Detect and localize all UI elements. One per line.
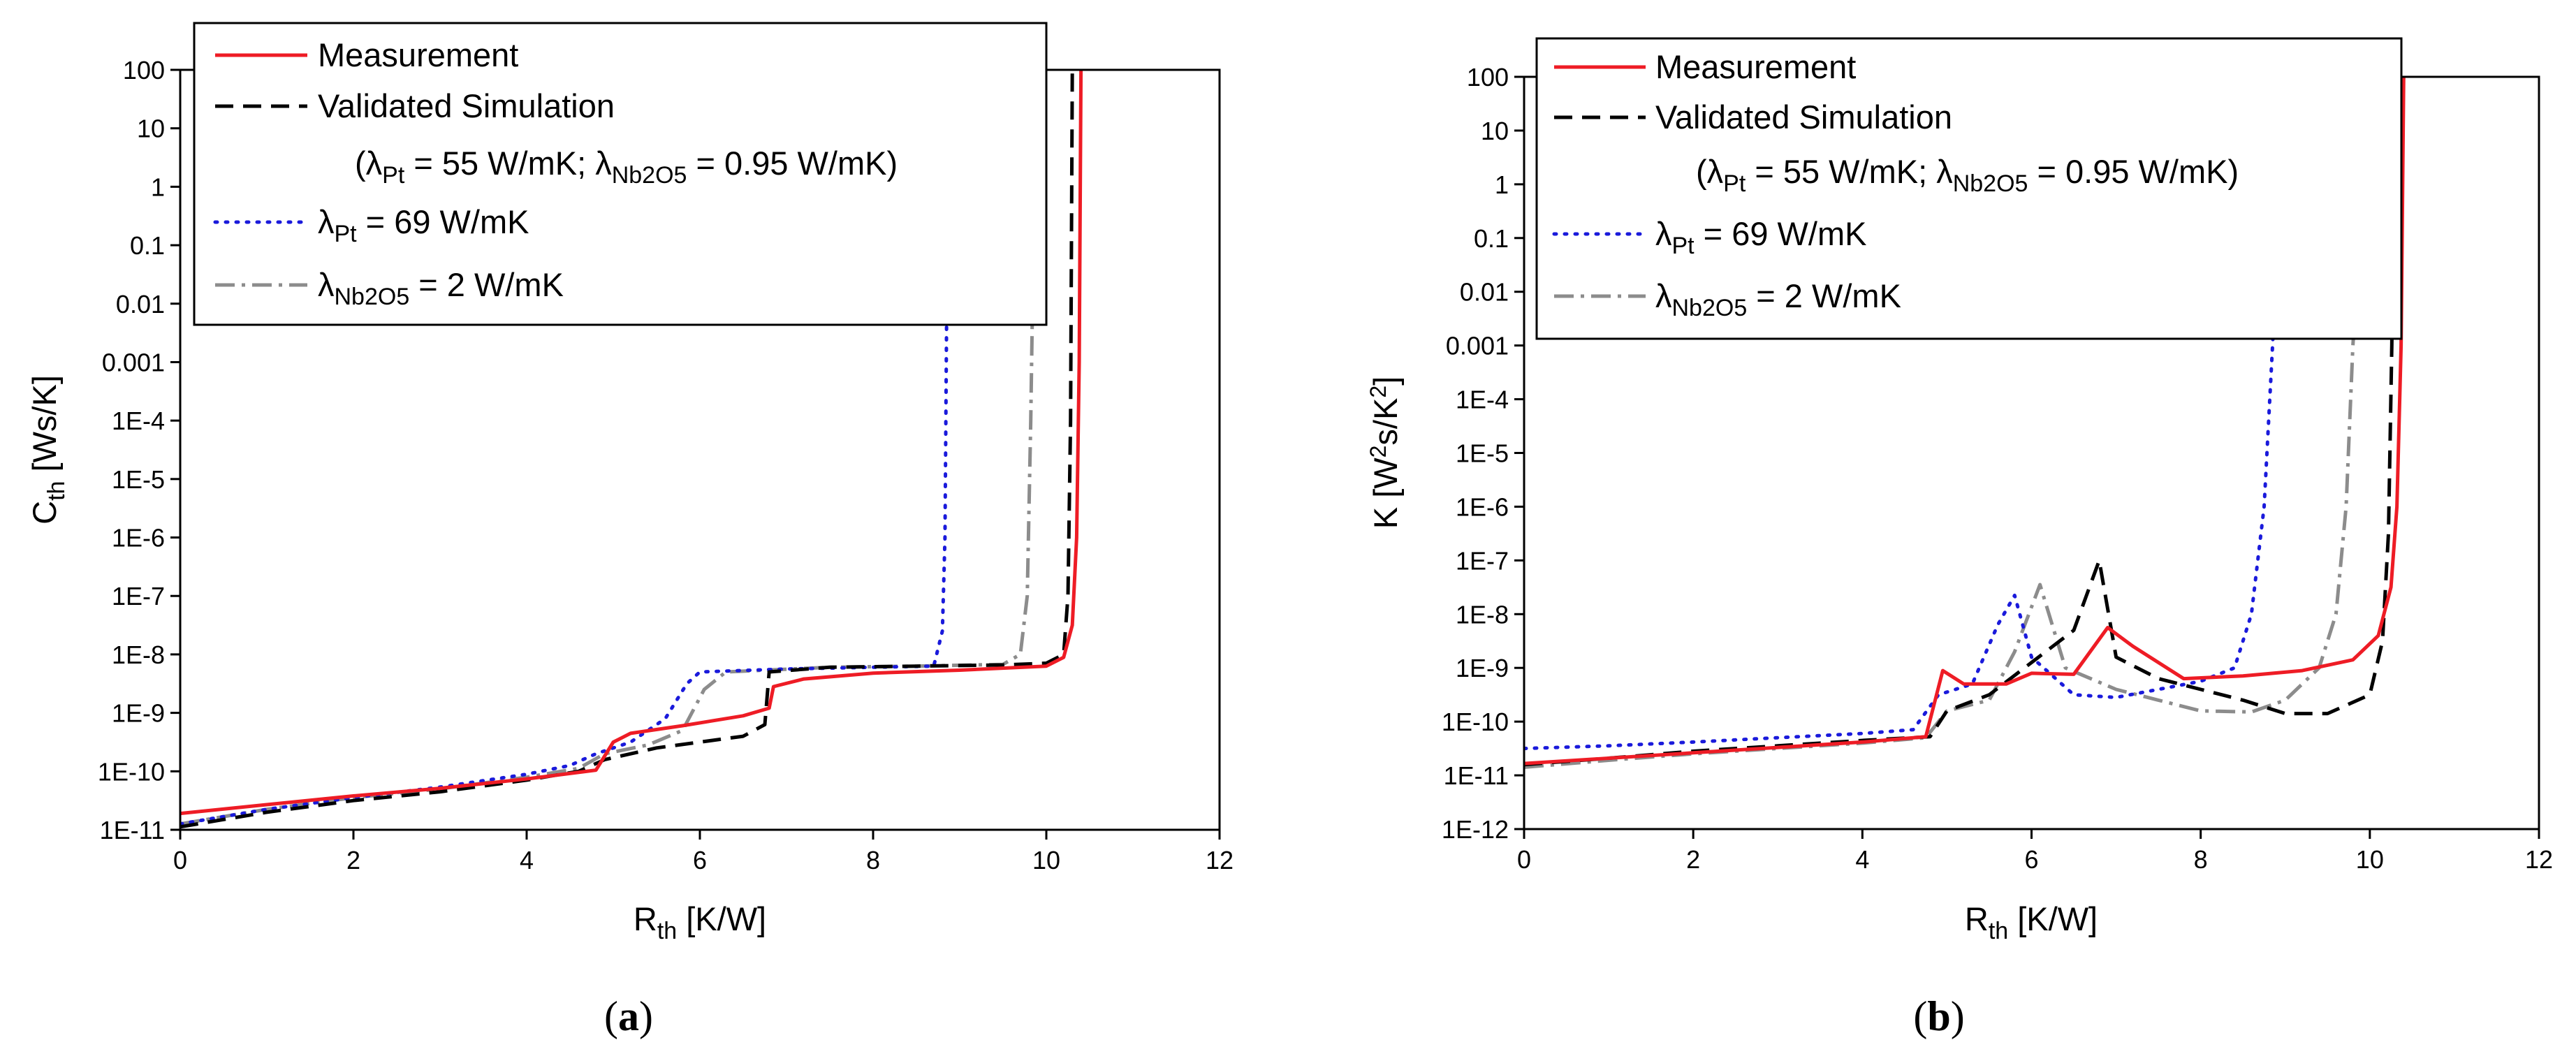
chart-b-y-tick-label: 1E-7 <box>1456 546 1509 575</box>
chart-b-y-tick-label: 1 <box>1495 170 1509 199</box>
chart-a-y-tick-label: 1E-7 <box>112 582 165 610</box>
chart-a-series <box>180 69 1083 829</box>
chart-b-series <box>1524 76 2406 769</box>
chart-b-y-tick-label: 1E-10 <box>1442 708 1509 736</box>
chart-a-y-tick-label: 1E-10 <box>98 757 165 786</box>
chart-a-y-axis-label: Cth [Ws/K] <box>26 375 70 525</box>
chart-a-y-tick-label: 0.01 <box>116 290 165 319</box>
chart-a-x-tick-label: 0 <box>173 846 187 874</box>
chart-b-series-measurement <box>1524 76 2406 766</box>
chart-b-ticks: 0 2 4 6 8 10 12 1E-12 1E-11 1E-10 1E-9 1E-8 1E-7 1E-6… <box>1442 63 2553 874</box>
chart-b-y-tick-label: 1E-12 <box>1442 815 1509 844</box>
chart-b-y-tick-label: 1E-5 <box>1456 439 1509 468</box>
legend-a-validated-note: (λPt = 55 W/mK; λNb2O5 = 0.95 W/mK) <box>355 145 898 189</box>
chart-a-x-tick-label: 10 <box>1032 846 1060 874</box>
chart-b-legend: Measurement Validated Simulation (λPt = … <box>1535 37 2403 340</box>
chart-a-panel-label: (a) <box>604 993 653 1039</box>
chart-b-y-tick-label: 1E-9 <box>1456 654 1509 682</box>
legend-a-pt69-label: λPt = 69 W/mK <box>318 203 529 247</box>
legend-a-measurement-label: Measurement <box>318 36 518 73</box>
chart-b-y-tick-label: 0.1 <box>1474 224 1509 253</box>
chart-b-y-tick-label: 0.01 <box>1460 278 1509 307</box>
chart-a-series-pt69 <box>180 302 949 826</box>
chart-a-series-nb2 <box>180 303 1034 826</box>
chart-a-y-tick-label: 1 <box>151 173 165 201</box>
chart-a-x-tick-label: 2 <box>346 846 360 874</box>
legend-b-nb2-label: λNb2O5 = 2 W/mK <box>1655 277 1901 321</box>
chart-a-ticks: 0 2 4 6 8 10 12 1E-11 1E-10 1E-9 1E-8 1E-7 1E-6 1E-5 1… <box>98 56 1234 874</box>
chart-a-x-tick-label: 4 <box>520 846 534 874</box>
chart-b-x-tick-label: 8 <box>2194 845 2208 874</box>
legend-b-pt69-label: λPt = 69 W/mK <box>1655 215 1866 259</box>
chart-a-y-tick-label: 1E-5 <box>112 465 165 494</box>
chart-a-series-measurement <box>180 69 1083 816</box>
chart-b-legend-box <box>1535 37 2403 340</box>
chart-a-y-tick-label: 1E-8 <box>112 640 165 669</box>
chart-b-panel-label: (b) <box>1913 993 1964 1039</box>
chart-b-y-tick-label: 1E-8 <box>1456 600 1509 629</box>
chart-b-x-tick-label: 12 <box>2525 845 2553 874</box>
chart-a-y-tick-label: 1E-9 <box>112 699 165 728</box>
chart-b-y-axis-label: K [W2s/K2] <box>1366 376 1404 529</box>
chart-b-y-tick-label: 1E-4 <box>1456 386 1509 414</box>
chart-a-x-tick-label: 12 <box>1206 846 1234 874</box>
chart-a-y-tick-label: 100 <box>123 56 165 85</box>
chart-panel-a: 0 2 4 6 8 10 12 1E-11 1E-10 1E-9 1E-8 1E-7 1E-6 1E-5 1… <box>26 22 1234 1039</box>
chart-a-y-tick-label: 1E-11 <box>100 816 165 844</box>
legend-a-nb2-label: λNb2O5 = 2 W/mK <box>318 266 564 310</box>
chart-b-y-tick-label: 100 <box>1467 63 1509 91</box>
chart-a-x-axis-label: Rth [K/W] <box>634 900 766 944</box>
legend-b-validated-note: (λPt = 55 W/mK; λNb2O5 = 0.95 W/mK) <box>1696 153 2239 197</box>
chart-a-legend: Measurement Validated Simulation (λPt = … <box>193 22 1048 326</box>
chart-panel-b: 0 2 4 6 8 10 12 1E-12 1E-11 1E-10 1E-9 1E-8 1E-7 1E-6… <box>1366 37 2553 1039</box>
chart-b-series-pt69 <box>1524 290 2277 751</box>
chart-a-y-tick-label: 1E-6 <box>112 524 165 552</box>
chart-b-x-tick-label: 10 <box>2356 845 2384 874</box>
chart-b-y-tick-label: 10 <box>1481 117 1509 145</box>
chart-a-y-tick-label: 0.1 <box>130 231 165 260</box>
chart-b-y-tick-label: 1E-6 <box>1456 492 1509 521</box>
chart-b-x-tick-label: 0 <box>1517 845 1531 874</box>
legend-b-validated-label: Validated Simulation <box>1655 98 1952 136</box>
chart-a-legend-box <box>193 22 1048 326</box>
legend-b-measurement-label: Measurement <box>1655 48 1856 85</box>
chart-b-y-tick-label: 1E-11 <box>1444 761 1509 790</box>
chart-b-x-tick-label: 2 <box>1686 845 1700 874</box>
chart-a-y-tick-label: 0.001 <box>102 348 165 376</box>
chart-b-y-tick-label: 0.001 <box>1446 332 1509 360</box>
chart-b-x-tick-label: 6 <box>2024 845 2038 874</box>
chart-a-x-tick-label: 6 <box>693 846 707 874</box>
chart-b-x-axis-label: Rth [K/W] <box>1965 900 2098 944</box>
chart-a-y-tick-label: 10 <box>137 115 165 143</box>
chart-b-x-tick-label: 4 <box>1855 845 1869 874</box>
chart-a-y-tick-label: 1E-4 <box>112 407 165 435</box>
chart-a-series-validated <box>180 69 1074 829</box>
chart-b-series-nb2 <box>1524 291 2358 769</box>
legend-a-validated-label: Validated Simulation <box>318 87 615 124</box>
chart-a-x-tick-label: 8 <box>866 846 880 874</box>
